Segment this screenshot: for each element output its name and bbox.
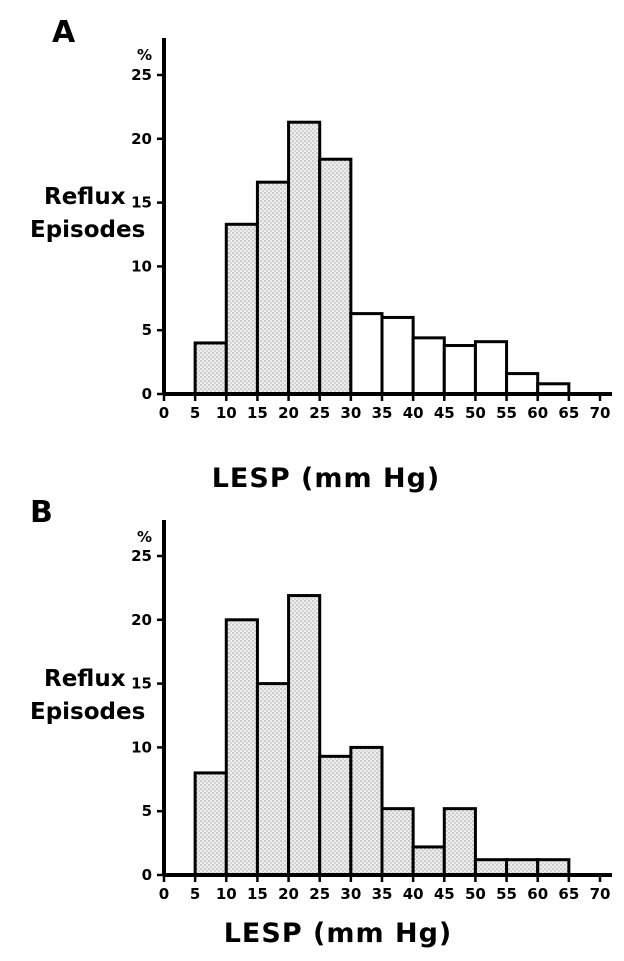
panel-b-x-tick-label-15: 15 [247,885,268,903]
panel-b-bar-10-15 [224,618,259,877]
panel-a-y-unit: % [137,46,152,64]
panel-a-x-tick-label-60: 60 [527,404,548,422]
panel-a-bar-40-45 [411,336,446,396]
panel-a-x-tick-label-25: 25 [309,404,330,422]
panel-a-x-tick-label-20: 20 [278,404,299,422]
panel-b-x-tick-label-30: 30 [340,885,361,903]
panel-b-x-tick-label-40: 40 [403,885,424,903]
panel-a-y-tick-label-20: 20 [131,130,152,148]
panel-b-bar-20-25 [287,594,322,877]
panel-a-x-tick-label-0: 0 [159,404,169,422]
panel-b-x-tick-label-70: 70 [590,885,611,903]
panel-a-x-tick-label-40: 40 [403,404,424,422]
panel-b-bar-30-35 [349,745,384,877]
panel-a-x-tick-label-55: 55 [496,404,517,422]
panel-a-x-label: LESP (mm Hg) [212,463,441,494]
panel-b-plot: 0 5 10 15 20 25 30 35 40 45 50 55 60 65 70 0 5 10 15 20 25 [131,520,612,903]
panel-a-bar-20-25 [287,120,322,396]
panel-b-y-tick-label-20: 20 [131,611,152,629]
panel-b-x-tick-label-35: 35 [372,885,393,903]
panel-b-x-tick-label-50: 50 [465,885,486,903]
panel-a-x-tick-label-45: 45 [434,404,455,422]
panel-b-y-label-line1: Reflux [44,666,126,692]
panel-a-bar-25-30 [318,157,353,396]
panel-b-x-tick-label-55: 55 [496,885,517,903]
panel-b-x-tick-label-60: 60 [527,885,548,903]
panel-b-bar-25-30 [318,754,353,877]
panel-a-bar-55-60 [505,372,540,396]
panel-b-bar-60-65 [536,858,571,877]
panel-a-label: A [52,15,76,50]
panel-b-y-unit: % [137,528,152,546]
panel-a-y-label-line2: Episodes [30,217,145,243]
panel-b-x-label: LESP (mm Hg) [224,918,453,949]
panel-a-y-tick-label-10: 10 [131,257,152,275]
panel-b-y-tick-label-5: 5 [142,802,152,820]
panel-b-x-tick-label-25: 25 [309,885,330,903]
panel-a-bar-50-55 [473,340,509,396]
panel-b-y-label: Reflux Episodes [30,666,145,725]
panel-a-x-tick-label-35: 35 [372,404,393,422]
panel-a-x-tick-label-70: 70 [590,404,611,422]
panel-a-y-label: Reflux Episodes [30,184,145,243]
panel-b-bar-35-40 [380,807,415,877]
panel-b-y-tick-label-25: 25 [131,547,152,565]
panel-a-bar-15-20 [255,180,291,396]
panel-b-x-tick-label-45: 45 [434,885,455,903]
panel-b: B % Reflux Episodes 0 5 10 15 20 25 30 35 40 45 50… [30,495,612,949]
panel-b-y-label-line2: Episodes [30,699,145,725]
panel-a-bar-45-50 [442,344,477,396]
panel-b-x-tick-label-65: 65 [558,885,579,903]
panel-a-bar-10-15 [224,222,259,396]
panel-a-y-label-line1: Reflux [44,184,126,210]
panel-b-x-tick-label-5: 5 [190,885,200,903]
panel-a-x-tick-label-65: 65 [558,404,579,422]
panel-b-y-tick-label-10: 10 [131,738,152,756]
panel-b-bar-45-50 [442,807,477,877]
panel-a-x-tick-label-15: 15 [247,404,268,422]
panel-a-x-tick-label-50: 50 [465,404,486,422]
panel-a-x-tick-label-10: 10 [216,404,237,422]
panel-b-x-tick-label-0: 0 [159,885,169,903]
panel-a-y-tick-label-0: 0 [142,385,152,403]
panel-b-x-tick-label-20: 20 [278,885,299,903]
panel-a-bar-5-10 [193,341,228,396]
panel-a-y-tick-label-15: 15 [131,194,152,212]
panel-a-x-tick-label-30: 30 [340,404,361,422]
panel-b-bar-55-60 [505,858,540,877]
panel-a-plot: 0 5 10 15 20 25 30 35 40 45 50 55 60 65 70 0 5 10 15 20 25 [131,38,612,422]
panel-a-bar-35-40 [380,315,415,396]
panel-b-bar-5-10 [193,771,228,877]
panel-b-x-tick-label-10: 10 [216,885,237,903]
panel-a-x-tick-label-5: 5 [190,404,200,422]
panel-b-y-tick-label-15: 15 [131,675,152,693]
panel-b-label: B [30,495,53,530]
panel-b-y-tick-label-0: 0 [142,866,152,884]
panel-a: A % Reflux Episodes 0 5 10 15 20 25 30 35 40 45 50… [30,15,612,494]
panel-b-bar-50-55 [473,858,509,877]
panel-a-bar-30-35 [349,312,384,396]
panel-a-y-tick-label-25: 25 [131,66,152,84]
panel-a-y-tick-label-5: 5 [142,321,152,339]
panel-b-bar-15-20 [255,682,291,877]
panel-b-bar-40-45 [411,845,446,877]
